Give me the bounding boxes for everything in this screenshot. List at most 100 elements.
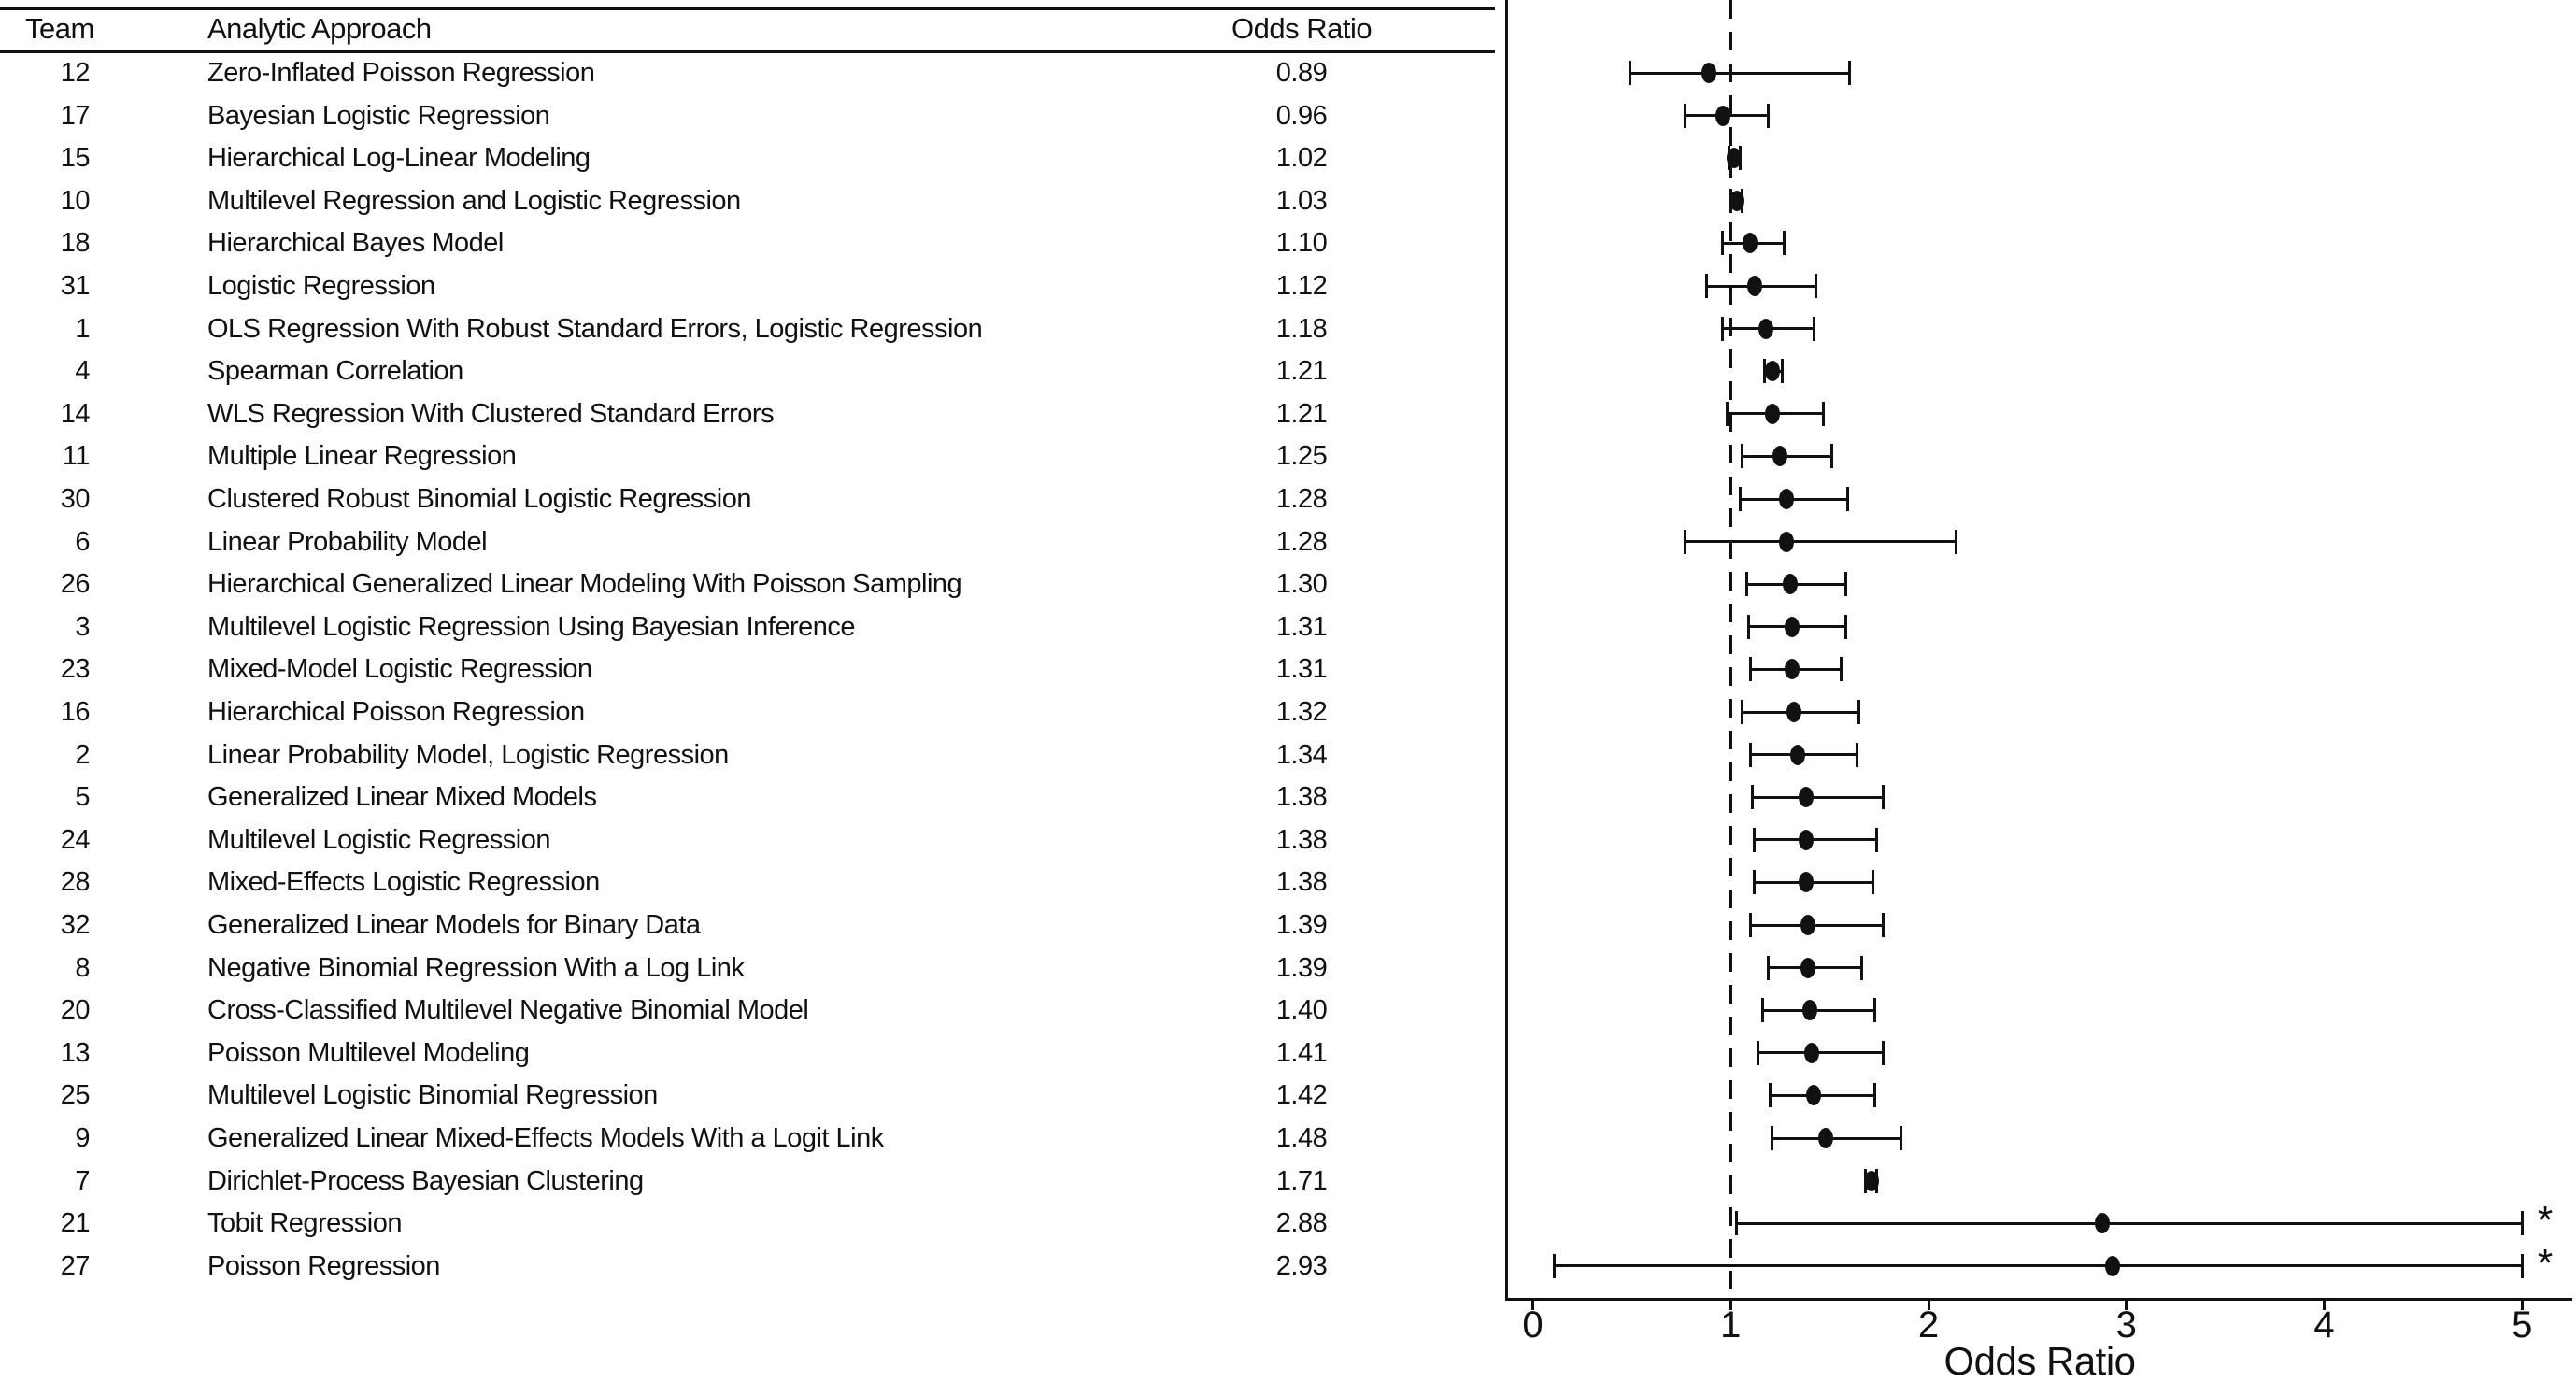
point-estimate-dot bbox=[1798, 872, 1814, 893]
ci-line bbox=[1740, 497, 1848, 501]
column-header-odds-ratio: Odds Ratio bbox=[1231, 12, 1373, 45]
ci-cap-left bbox=[1748, 913, 1752, 937]
plot-area: * * bbox=[1506, 0, 2576, 1301]
ci-cap-right bbox=[1859, 955, 1863, 980]
approach-cell: Hierarchical Bayes Model bbox=[207, 228, 504, 259]
ci-cap-left bbox=[1762, 359, 1766, 384]
team-cell: 15 bbox=[60, 143, 91, 174]
odds-ratio-cell: 2.93 bbox=[1275, 1250, 1328, 1281]
ci-line bbox=[1770, 1093, 1875, 1097]
point-estimate-dot bbox=[1715, 105, 1730, 126]
team-cell: 13 bbox=[60, 1037, 91, 1068]
team-cell: 26 bbox=[60, 569, 91, 600]
odds-ratio-cell: 1.38 bbox=[1275, 782, 1328, 813]
point-estimate-dot bbox=[1784, 616, 1800, 637]
team-cell: 8 bbox=[75, 952, 90, 983]
point-estimate-dot bbox=[1764, 361, 1780, 382]
ci-cap-right bbox=[1881, 1040, 1885, 1065]
odds-ratio-cell: 1.34 bbox=[1275, 739, 1328, 770]
odds-ratio-cell: 1.40 bbox=[1275, 995, 1328, 1026]
column-header-team: Team bbox=[25, 12, 94, 45]
ci-cap-right bbox=[2520, 1211, 2524, 1236]
x-tick bbox=[1927, 1299, 1930, 1310]
ci-line bbox=[1750, 923, 1884, 927]
point-estimate-dot bbox=[1701, 63, 1716, 83]
point-estimate-dot bbox=[1782, 574, 1798, 595]
approach-cell: Negative Binomial Regression With a Log … bbox=[207, 952, 745, 983]
approach-cell: Dirichlet-Process Bayesian Clustering bbox=[207, 1165, 644, 1196]
team-cell: 17 bbox=[60, 100, 91, 131]
approach-cell: Multilevel Regression and Logistic Regre… bbox=[207, 185, 741, 216]
ci-cap-right bbox=[1814, 274, 1817, 298]
approach-cell: Hierarchical Log-Linear Modeling bbox=[207, 143, 591, 174]
ci-cap-right bbox=[1872, 870, 1875, 895]
ci-cap-right bbox=[1829, 444, 1833, 469]
point-estimate-dot bbox=[1746, 276, 1762, 296]
point-estimate-dot bbox=[1778, 489, 1794, 509]
team-cell: 6 bbox=[75, 526, 90, 557]
ci-line bbox=[1752, 795, 1884, 799]
approach-cell: Spearman Correlation bbox=[207, 356, 463, 387]
approach-cell: Multilevel Logistic Binomial Regression bbox=[207, 1080, 658, 1111]
ci-line bbox=[1554, 1264, 2523, 1268]
team-cell: 14 bbox=[60, 398, 91, 429]
ci-cap-left bbox=[1735, 1211, 1739, 1236]
team-cell: 1 bbox=[75, 313, 90, 344]
approach-cell: Generalized Linear Mixed Models bbox=[207, 782, 597, 813]
team-cell: 23 bbox=[60, 654, 91, 685]
ci-cap-left bbox=[1684, 529, 1687, 554]
ci-cap-right bbox=[1780, 359, 1784, 384]
point-estimate-dot bbox=[1786, 702, 1801, 722]
ci-cap-left bbox=[1766, 955, 1770, 980]
ci-cap-left bbox=[1684, 103, 1687, 128]
approach-cell: Multilevel Logistic Regression Using Bay… bbox=[207, 611, 856, 642]
odds-ratio-cell: 2.88 bbox=[1275, 1208, 1328, 1239]
ci-cap-left bbox=[1721, 231, 1725, 256]
odds-ratio-cell: 1.02 bbox=[1275, 143, 1328, 174]
approach-cell: Hierarchical Generalized Linear Modeling… bbox=[207, 569, 962, 600]
x-axis-title: Odds Ratio bbox=[1943, 1339, 2136, 1382]
ci-line bbox=[1754, 838, 1877, 842]
approach-cell: Linear Probability Model, Logistic Regre… bbox=[207, 739, 729, 770]
odds-ratio-cell: 1.31 bbox=[1275, 611, 1328, 642]
ci-cap-left bbox=[1628, 61, 1631, 85]
odds-ratio-cell: 1.28 bbox=[1275, 526, 1328, 557]
approach-cell: Multilevel Logistic Regression bbox=[207, 824, 551, 855]
odds-ratio-cell: 1.71 bbox=[1275, 1165, 1328, 1196]
point-estimate-dot bbox=[1778, 531, 1794, 552]
approach-cell: Generalized Linear Mixed-Effects Models … bbox=[207, 1123, 884, 1153]
ci-cap-left bbox=[1739, 487, 1743, 511]
point-estimate-dot bbox=[1804, 1042, 1820, 1063]
ci-cap-left bbox=[1771, 1126, 1774, 1150]
x-tick-label: 1 bbox=[1720, 1304, 1742, 1346]
ci-cap-right bbox=[1899, 1126, 1902, 1150]
point-estimate-dot bbox=[1863, 1170, 1879, 1191]
ci-cap-left bbox=[1748, 657, 1752, 682]
approach-cell: Hierarchical Poisson Regression bbox=[207, 697, 585, 727]
ci-line bbox=[1762, 1008, 1875, 1012]
ci-cap-right bbox=[1873, 1083, 1877, 1108]
point-estimate-dot bbox=[1743, 233, 1758, 254]
point-estimate-dot bbox=[1729, 190, 1744, 211]
ci-cap-left bbox=[1751, 785, 1755, 810]
odds-ratio-cell: 1.03 bbox=[1275, 185, 1328, 216]
ci-cap-right bbox=[1873, 998, 1877, 1023]
header-top-rule bbox=[0, 7, 1495, 10]
point-estimate-dot bbox=[1806, 1085, 1822, 1106]
reference-line bbox=[1729, 0, 1732, 1299]
ci-cap-left bbox=[1748, 742, 1752, 767]
point-estimate-dot bbox=[1801, 1000, 1817, 1021]
team-cell: 7 bbox=[75, 1165, 90, 1196]
approach-cell: Tobit Regression bbox=[207, 1208, 403, 1239]
ci-line bbox=[1772, 1136, 1901, 1140]
x-tick-label: 0 bbox=[1522, 1304, 1544, 1346]
approach-cell: Poisson Regression bbox=[207, 1250, 440, 1281]
team-cell: 25 bbox=[60, 1080, 91, 1111]
ci-cap-right bbox=[1856, 742, 1859, 767]
approach-cell: Mixed-Model Logistic Regression bbox=[207, 654, 592, 685]
odds-ratio-cell: 1.42 bbox=[1275, 1080, 1328, 1111]
x-tick bbox=[2125, 1299, 2128, 1310]
ci-cap-right bbox=[1843, 572, 1847, 597]
ci-cap-left bbox=[1741, 700, 1744, 724]
approach-cell: Logistic Regression bbox=[207, 271, 435, 301]
